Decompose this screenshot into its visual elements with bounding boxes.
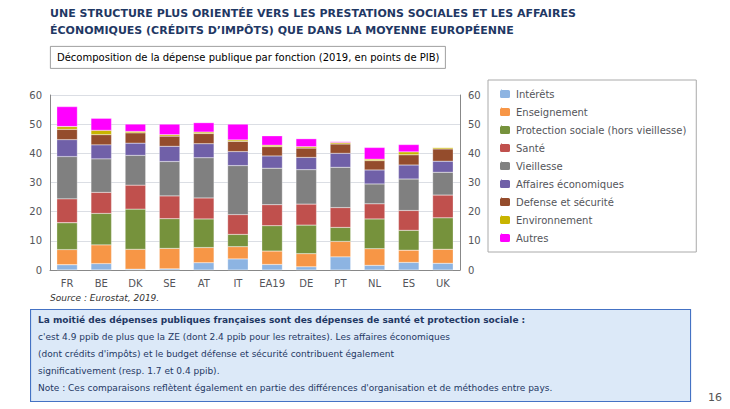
svg-text:50: 50: [29, 119, 42, 130]
svg-text:significativement (resp. 1.7 e: significativement (resp. 1.7 et 0.4 ppib…: [38, 366, 220, 376]
svg-text:SE: SE: [163, 278, 176, 289]
svg-text:40: 40: [29, 148, 42, 159]
svg-text:UNE STRUCTURE PLUS ORIENTÉE VE: UNE STRUCTURE PLUS ORIENTÉE VERS LES PRE…: [50, 7, 576, 20]
svg-text:ES: ES: [402, 278, 415, 289]
svg-text:NL: NL: [368, 278, 381, 289]
svg-text:Environnement: Environnement: [516, 215, 592, 226]
svg-text:BE: BE: [95, 278, 108, 289]
svg-text:FR: FR: [61, 278, 74, 289]
svg-text:20: 20: [468, 206, 481, 217]
svg-text:60: 60: [468, 90, 481, 101]
svg-text:EA19: EA19: [259, 278, 285, 289]
svg-text:Vieillesse: Vieillesse: [516, 161, 563, 172]
svg-text:La moitié des dépenses publiqu: La moitié des dépenses publiques françai…: [38, 315, 525, 325]
svg-text:DK: DK: [128, 278, 143, 289]
svg-text:c'est 4.9 ppib de plus que la: c'est 4.9 ppib de plus que la ZE (dont 2…: [38, 332, 450, 342]
svg-text:ÉCONOMIQUES (CRÉDITS D’IMPÔTS): ÉCONOMIQUES (CRÉDITS D’IMPÔTS) QUE DANS …: [50, 24, 514, 37]
svg-text:DE: DE: [299, 278, 313, 289]
svg-text:30: 30: [29, 177, 42, 188]
svg-text:AT: AT: [198, 278, 211, 289]
svg-text:Enseignement: Enseignement: [516, 107, 588, 118]
svg-text:30: 30: [468, 177, 481, 188]
svg-text:0: 0: [468, 265, 474, 276]
svg-text:0: 0: [36, 265, 42, 276]
svg-text:10: 10: [468, 235, 481, 246]
svg-text:UK: UK: [436, 278, 450, 289]
svg-text:Autres: Autres: [516, 233, 548, 244]
svg-text:IT: IT: [233, 278, 243, 289]
svg-text:Note : Ces comparaisons reflèt: Note : Ces comparaisons reflètent égalem…: [38, 383, 552, 393]
svg-text:Source : Eurostat, 2019.: Source : Eurostat, 2019.: [50, 293, 159, 303]
svg-text:20: 20: [29, 206, 42, 217]
svg-text:60: 60: [29, 90, 42, 101]
svg-text:PT: PT: [334, 278, 347, 289]
svg-text:16: 16: [708, 391, 722, 404]
svg-text:Santé: Santé: [516, 143, 545, 154]
svg-text:Intérêts: Intérêts: [516, 89, 555, 100]
svg-text:50: 50: [468, 119, 481, 130]
svg-text:Affaires économiques: Affaires économiques: [516, 179, 624, 190]
svg-text:Protection sociale (hors vieil: Protection sociale (hors vieillesse): [516, 125, 686, 136]
svg-text:Defense et sécurité: Defense et sécurité: [516, 197, 614, 208]
svg-text:10: 10: [29, 235, 42, 246]
svg-text:(dont crédits d'impôts) et le: (dont crédits d'impôts) et le budget déf…: [38, 349, 394, 359]
svg-text:40: 40: [468, 148, 481, 159]
svg-text:Décomposition de la dépense pu: Décomposition de la dépense publique par…: [57, 52, 440, 63]
